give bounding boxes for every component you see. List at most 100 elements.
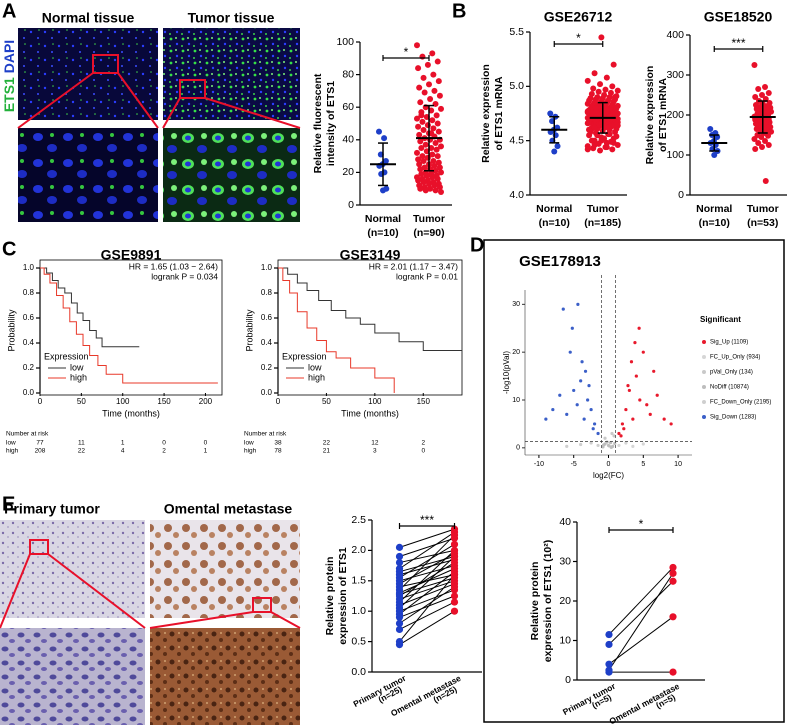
data-point [590, 85, 597, 92]
volcano-point [605, 440, 609, 444]
risk-row-label: high [6, 448, 19, 455]
data-point [380, 187, 386, 194]
volcano-point [582, 417, 586, 421]
volcano-point [637, 326, 641, 330]
data-point [755, 86, 762, 92]
volcano-point [576, 302, 580, 306]
y-tick-label: 0.6 [261, 313, 273, 322]
data-point [432, 187, 439, 194]
chart-title: GSE3149 [340, 247, 401, 263]
data-point [758, 92, 765, 98]
data-point [423, 172, 430, 179]
volcano-point [655, 393, 659, 397]
data-point [597, 147, 604, 154]
volcano-point [570, 326, 574, 330]
volcano-point [565, 444, 569, 448]
y-tick-label: 1.0 [351, 605, 366, 617]
image-title: Primary tumor [4, 501, 100, 517]
data-point [584, 146, 591, 153]
y-tick-label: 0.4 [261, 338, 273, 347]
data-point [395, 552, 404, 561]
y-tick-label: 0.8 [261, 288, 273, 297]
data-point [755, 140, 762, 146]
fluorescence-zoom [163, 128, 300, 222]
data-point [415, 156, 422, 163]
pair-line [399, 568, 455, 594]
volcano-point [579, 442, 583, 447]
risk-count: 78 [274, 448, 282, 455]
data-point [612, 111, 619, 118]
data-point [426, 81, 432, 88]
data-point [395, 558, 404, 567]
survival-curve [40, 267, 218, 384]
data-point [598, 137, 605, 144]
data-point [438, 105, 444, 112]
x-category-label: Tumor [747, 203, 779, 215]
y-axis-label: Relative protein [529, 562, 541, 641]
legend-swatch [702, 355, 706, 359]
data-point [430, 71, 437, 78]
data-point [669, 668, 677, 676]
y-tick-label: 5.5 [509, 26, 524, 38]
data-point [450, 607, 459, 615]
x-category-label: Normal [536, 203, 572, 215]
pair-line [399, 610, 455, 646]
pair-line [608, 567, 674, 635]
stain: DAPI [1, 40, 17, 73]
data-point [424, 61, 431, 68]
y-tick-label: 5.0 [509, 80, 524, 92]
legend-label: low [308, 362, 322, 372]
data-point [606, 131, 613, 138]
ihc-zoom [150, 628, 300, 725]
data-point [429, 50, 436, 57]
significance-label: * [404, 45, 409, 59]
y-tick-label: 0 [348, 199, 354, 211]
y-tick-label: 0 [565, 674, 571, 686]
x-tick-label: 0 [38, 397, 43, 406]
ihc-image [0, 520, 145, 618]
pair-line [608, 580, 674, 645]
data-point [594, 94, 601, 101]
volcano-point [589, 407, 593, 412]
data-point [429, 151, 436, 158]
data-point [588, 137, 595, 144]
pair-line [608, 573, 674, 671]
y-axis-label: Relative protein [324, 557, 336, 636]
data-point [395, 619, 404, 627]
risk-count: 11 [78, 440, 85, 447]
x-category-label: Tumor [587, 203, 619, 215]
data-point [450, 592, 459, 600]
data-point [434, 175, 441, 182]
y-axis-label: intensity of ETS1 [325, 81, 337, 166]
volcano-point [622, 427, 626, 431]
data-point [669, 613, 677, 621]
data-point [418, 144, 425, 151]
x-tick-label: 0 [276, 397, 281, 406]
volcano-point [624, 407, 628, 412]
data-point [435, 159, 442, 166]
data-point [591, 124, 598, 131]
data-point [606, 113, 613, 120]
y-tick-label: 0.5 [351, 635, 366, 647]
y-tick-label: 0.0 [261, 388, 273, 397]
y-tick-label: 0.2 [261, 363, 273, 372]
volcano-point [583, 369, 588, 373]
chart-title: GSE9891 [101, 247, 162, 263]
data-point [438, 143, 444, 150]
data-point [395, 543, 404, 551]
zoom-box [92, 54, 119, 74]
y-tick-label: 1.0 [23, 263, 35, 272]
data-point [605, 660, 613, 668]
zoom-box [179, 79, 206, 99]
data-point [605, 668, 613, 676]
volcano-point [645, 403, 649, 407]
data-point [584, 108, 591, 115]
panel-frame [483, 239, 785, 723]
legend-swatch [702, 340, 706, 344]
volcano-point [572, 388, 576, 393]
risk-count: 0 [204, 440, 208, 447]
data-point [450, 531, 459, 539]
data-point [421, 89, 428, 96]
risk-row-label: low [244, 440, 254, 447]
pair-line [399, 601, 455, 630]
